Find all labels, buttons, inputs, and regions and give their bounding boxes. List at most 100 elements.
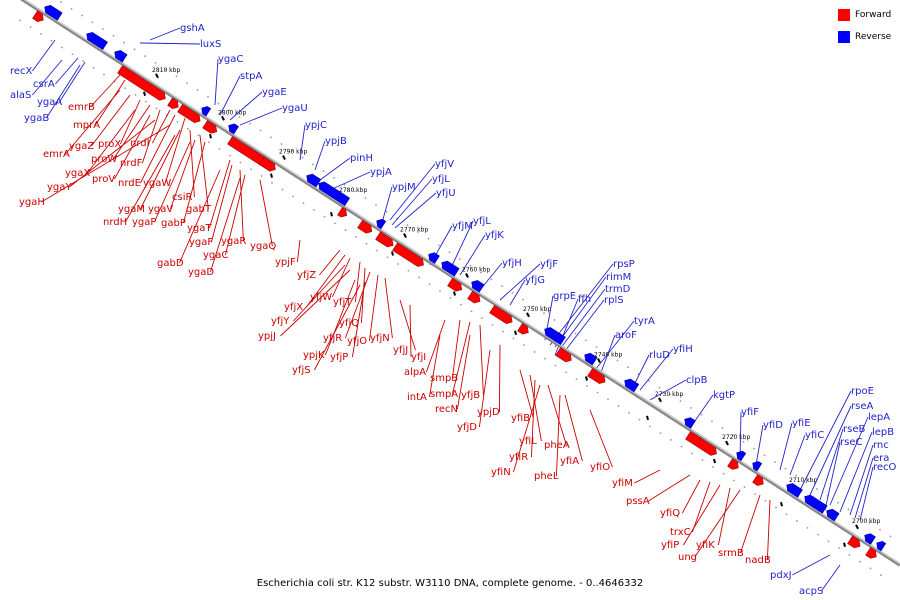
forward-gene-label-pssa[interactable]: pssA xyxy=(626,496,650,507)
reverse-gene-label-ygau[interactable]: ygaU xyxy=(282,103,308,114)
forward-gene-label-yfjt[interactable]: yfjT xyxy=(333,297,352,308)
forward-gene-label-emra[interactable]: emrA xyxy=(43,149,70,160)
forward-gene-label-smpa[interactable]: smpA xyxy=(430,389,458,400)
reverse-gene-label-yfid[interactable]: yfiD xyxy=(763,420,783,431)
forward-gene-label-ypjf[interactable]: ypjF xyxy=(275,257,296,268)
forward-gene-label-ygav[interactable]: ygaV xyxy=(148,204,173,215)
forward-gene-label-yfjo[interactable]: yfjO xyxy=(347,336,367,347)
forward-gene-label-ygad[interactable]: ygaD xyxy=(188,267,214,278)
reverse-gene-label-era[interactable]: era xyxy=(873,453,889,464)
forward-gene-label-mpra[interactable]: mprA xyxy=(73,120,100,131)
forward-gene-label-gabd[interactable]: gabD xyxy=(157,258,184,269)
forward-gene-label-ygam[interactable]: ygaM xyxy=(118,204,145,215)
reverse-gene-label-ypjm[interactable]: ypjM xyxy=(392,182,416,193)
forward-gene-label-ygat[interactable]: ygaT xyxy=(187,223,212,234)
forward-gene-label-nrdi[interactable]: nrdI xyxy=(130,138,150,149)
reverse-gene-label-lepb[interactable]: lepB xyxy=(872,427,894,438)
reverse-gene-label-alas[interactable]: alaS xyxy=(10,90,31,101)
forward-gene-label-yfjx[interactable]: yfjX xyxy=(284,302,303,313)
forward-gene-label-alpa[interactable]: alpA xyxy=(404,367,426,378)
forward-gene-label-yfjb[interactable]: yfjB xyxy=(461,390,480,401)
reverse-gene-label-ypja[interactable]: ypjA xyxy=(370,167,392,178)
reverse-gene-label-rpsp[interactable]: rpsP xyxy=(613,259,635,270)
reverse-gene-label-pdxj[interactable]: pdxJ xyxy=(770,570,792,581)
forward-gene-label-ygay[interactable]: ygaY xyxy=(47,182,72,193)
forward-gene-label-yfir[interactable]: yfiR xyxy=(509,452,528,463)
forward-gene-label-ygaw[interactable]: ygaW xyxy=(143,178,171,189)
forward-gene-label-nrdh[interactable]: nrdH xyxy=(103,217,127,228)
forward-gene-label-yfjr[interactable]: yfjR xyxy=(323,333,342,344)
forward-gene-label-ygaz[interactable]: ygaZ xyxy=(69,141,94,152)
forward-gene-label-ypjk[interactable]: ypjK xyxy=(303,350,325,361)
reverse-gene-label-rsec[interactable]: rseC xyxy=(840,437,862,448)
reverse-gene-label-recx[interactable]: recX xyxy=(10,66,33,77)
reverse-gene-label-yfjv[interactable]: yfjV xyxy=(435,159,454,170)
reverse-gene-label-yfie[interactable]: yfiE xyxy=(792,418,811,429)
forward-gene-label-prow[interactable]: proW xyxy=(91,154,117,165)
forward-gene-label-ygaq[interactable]: ygaQ xyxy=(250,241,276,252)
reverse-gene-label-yfjl[interactable]: yfjL xyxy=(473,216,491,227)
forward-gene-label-yfia[interactable]: yfiA xyxy=(560,456,579,467)
forward-gene-label-prox[interactable]: proX xyxy=(98,139,121,150)
reverse-gene-label-reco[interactable]: recO xyxy=(873,462,897,473)
reverse-gene-label-yfjk[interactable]: yfjK xyxy=(485,230,504,241)
reverse-gene-label-yfic[interactable]: yfiC xyxy=(805,430,824,441)
forward-gene-label-ypjd[interactable]: ypjD xyxy=(477,407,500,418)
reverse-gene-label-kgtp[interactable]: kgtP xyxy=(713,390,735,401)
forward-gene-label-yfjp[interactable]: yfjP xyxy=(330,352,348,363)
reverse-gene-label-rseb[interactable]: rseB xyxy=(843,424,865,435)
reverse-gene-label-stpa[interactable]: stpA xyxy=(240,71,262,82)
reverse-gene-label-luxs[interactable]: luxS xyxy=(200,39,221,50)
forward-gene-label-yfik[interactable]: yfiK xyxy=(696,540,715,551)
forward-gene-label-gabt[interactable]: gabT xyxy=(186,204,212,215)
forward-gene-label-csir[interactable]: csiR xyxy=(172,192,192,203)
forward-gene-label-yfiq[interactable]: yfiQ xyxy=(660,508,680,519)
reverse-gene-label-yfju[interactable]: yfjU xyxy=(436,188,456,199)
forward-gene-label-trxc[interactable]: trxC xyxy=(670,527,691,538)
forward-gene-label-ypjj[interactable]: ypjJ xyxy=(258,331,276,342)
reverse-gene-label-ffh[interactable]: ffh xyxy=(578,294,591,305)
forward-gene-label-yfjn[interactable]: yfjN xyxy=(370,333,390,344)
reverse-gene-label-rimm[interactable]: rimM xyxy=(606,272,631,283)
reverse-gene-label-yfjg[interactable]: yfjG xyxy=(525,275,545,286)
forward-gene-label-yfji[interactable]: yfjI xyxy=(411,352,426,363)
reverse-gene-label-rnc[interactable]: rnc xyxy=(873,440,889,451)
reverse-gene-label-ypjc[interactable]: ypjC xyxy=(305,120,327,131)
forward-gene-label-yfjz[interactable]: yfjZ xyxy=(297,270,316,281)
reverse-gene-label-rsea[interactable]: rseA xyxy=(851,401,873,412)
forward-gene-label-yfjy[interactable]: yfjY xyxy=(271,316,290,327)
reverse-gene-label-csra[interactable]: csrA xyxy=(33,79,55,90)
forward-gene-label-nrdf[interactable]: nrdF xyxy=(120,158,143,169)
forward-gene-label-ygap[interactable]: ygaP xyxy=(132,217,156,228)
forward-gene-label-emrb[interactable]: emrB xyxy=(68,102,95,113)
reverse-gene-label-yfjm[interactable]: yfjM xyxy=(452,221,473,232)
forward-gene-label-ygax[interactable]: ygaX xyxy=(65,168,90,179)
forward-gene-label-yfjj[interactable]: yfjJ xyxy=(393,345,408,356)
forward-gene-label-yfjq[interactable]: yfjQ xyxy=(339,318,359,329)
forward-gene-label-ygah[interactable]: ygaH xyxy=(19,197,45,208)
forward-gene-label-yfip[interactable]: yfiP xyxy=(661,540,679,551)
forward-gene-label-yfib[interactable]: yfiB xyxy=(511,413,530,424)
reverse-gene-label-trmd[interactable]: trmD xyxy=(605,284,631,295)
reverse-gene-label-lepa[interactable]: lepA xyxy=(868,412,890,423)
forward-gene-label-yfjs[interactable]: yfjS xyxy=(292,365,311,376)
forward-gene-label-ygaf[interactable]: ygaF xyxy=(189,237,213,248)
forward-gene-label-phea[interactable]: pheA xyxy=(544,440,570,451)
forward-gene-label-yfio[interactable]: yfiO xyxy=(590,462,610,473)
reverse-gene-label-ypjb[interactable]: ypjB xyxy=(325,136,347,147)
reverse-gene-label-ygac[interactable]: ygaC xyxy=(218,54,243,65)
forward-gene-label-yfil[interactable]: yfiL xyxy=(519,436,537,447)
reverse-gene-label-ygae[interactable]: ygaE xyxy=(262,87,287,98)
reverse-gene-label-tyra[interactable]: tyrA xyxy=(634,316,655,327)
forward-gene-label-yfin[interactable]: yfiN xyxy=(491,467,511,478)
reverse-gene-label-rpoe[interactable]: rpoE xyxy=(851,386,874,397)
reverse-gene-label-clpb[interactable]: clpB xyxy=(686,375,708,386)
forward-gene-label-ygac[interactable]: ygaC xyxy=(203,250,228,261)
forward-gene-label-srmb[interactable]: srmB xyxy=(718,548,744,559)
forward-gene-label-yfim[interactable]: yfiM xyxy=(612,478,633,489)
reverse-gene-label-yfif[interactable]: yfiF xyxy=(741,407,759,418)
forward-gene-label-nrde[interactable]: nrdE xyxy=(118,178,141,189)
forward-gene-label-prov[interactable]: proV xyxy=(92,174,115,185)
forward-gene-label-gabp[interactable]: gabP xyxy=(161,218,186,229)
reverse-gene-label-ygab[interactable]: ygaB xyxy=(24,113,49,124)
